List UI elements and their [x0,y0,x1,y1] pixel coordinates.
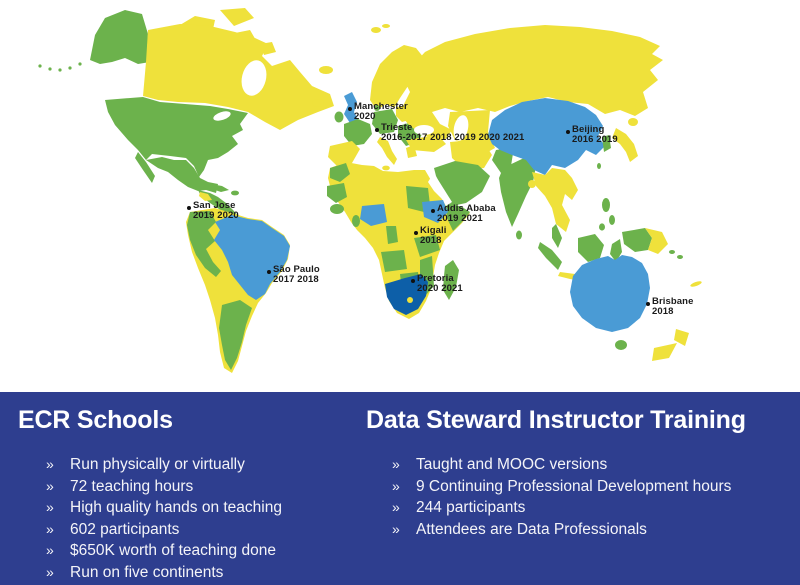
marker-years: 2018 [652,306,674,317]
list-item-text: Run physically or virtually [70,456,245,473]
list-item-text: Taught and MOOC versions [416,456,608,473]
list-item: » 72 teaching hours [46,476,366,498]
bullet-icon: » [392,456,400,472]
marker-label: San Jose 2019 2020 [193,201,239,221]
marker-label: Pretoria 2020 2021 [417,274,463,294]
marker-city: Beijing [572,124,605,135]
marker-city: Kigali [420,225,447,236]
list-item-text: 602 participants [70,520,180,538]
bullet-icon: » [392,499,400,515]
marker-dot-icon [375,128,379,132]
data-steward-title: Data Steward Instructor Training [366,406,746,434]
map-marker-beijing: Beijing 2016 2019 [566,125,618,145]
list-item: » Attendees are Data Professionals [392,519,800,541]
list-item-text: Attendees are Data Professionals [416,520,647,538]
bullet-icon: » [46,563,54,580]
data-steward-list: » Taught and MOOC versions » 9 Continuing P… [366,454,800,540]
marker-city: Manchester [354,101,408,112]
marker-years: 2018 [420,235,442,246]
marker-dot-icon [187,206,191,210]
list-item-text: 9 Continuing Professional Development ho… [416,477,732,495]
marker-label: Manchester 2020 [354,102,408,122]
map-marker-addis-ababa: Addis Ababa 2019 2021 [431,204,496,224]
marker-years: 2019 2021 [437,213,483,224]
info-panel: ECR Schools » Run physically or virtually… [0,392,800,585]
map-marker-trieste: Trieste 2016-2017 2018 2019 2020 2021 [375,123,524,143]
list-item-text: $650K worth of teaching done [70,542,276,559]
list-item: » $650K worth of teaching done [46,540,366,562]
list-item-text: 72 teaching hours [70,477,194,495]
continent-africa [327,162,470,319]
bullet-icon: » [46,520,54,537]
continent-asia [400,25,663,284]
list-item-text: High quality hands on teaching [70,499,282,516]
continent-south-america [186,208,290,373]
marker-years: 2019 2020 [193,210,239,221]
marker-dot-icon [646,302,650,306]
marker-years: 2017 2018 [273,274,319,285]
marker-years: 2016 2019 [572,134,618,145]
map-marker-s-o-paulo: São Paulo 2017 2018 [267,265,320,285]
list-item: » 244 participants [392,497,800,519]
marker-years: 2016-2017 2018 2019 2020 2021 [381,132,525,143]
marker-label: Brisbane 2018 [652,297,693,317]
ecr-schools-list: » Run physically or virtually » 72 teaching… [18,454,366,583]
marker-city: Brisbane [652,296,694,307]
continent-oceania [570,228,702,361]
marker-dot-icon [411,279,415,283]
marker-dot-icon [267,270,271,274]
marker-dot-icon [431,209,435,213]
list-item: » 9 Continuing Professional Development h… [392,476,800,498]
map-marker-brisbane: Brisbane 2018 [646,297,693,317]
marker-years: 2020 2021 [417,283,463,294]
bullet-icon: » [46,499,54,515]
marker-city: San Jose [193,200,236,211]
list-item: » Taught and MOOC versions [392,454,800,476]
bullet-icon: » [392,520,400,537]
list-item: » 602 participants [46,519,366,541]
list-item-text: 244 participants [416,499,526,516]
marker-label: Trieste 2016-2017 2018 2019 2020 2021 [381,123,524,143]
marker-label: Beijing 2016 2019 [572,125,618,145]
list-item: » High quality hands on teaching [46,497,366,519]
marker-years: 2020 [354,111,376,122]
marker-city: São Paulo [273,264,320,275]
marker-dot-icon [348,107,352,111]
data-steward-column: Data Steward Instructor Training » Taught… [366,392,800,585]
map-marker-kigali: Kigali 2018 [414,226,446,246]
list-item-text: Run on five continents [70,563,224,581]
marker-dot-icon [414,231,418,235]
map-marker-manchester: Manchester 2020 [348,102,408,122]
world-map: Manchester 2020 Trieste 2016-2017 2018 2019… [38,8,702,373]
black-sea [414,125,434,135]
bullet-icon: » [392,477,400,494]
bullet-icon: » [46,542,54,558]
marker-city: Pretoria [417,273,454,284]
caspian-sea [453,115,469,141]
marker-label: Addis Ababa 2019 2021 [437,204,496,224]
marker-city: Trieste [381,122,413,133]
list-item: » Run on five continents [46,562,366,584]
map-marker-san-jose: San Jose 2019 2020 [187,201,239,221]
ecr-schools-column: ECR Schools » Run physically or virtually… [0,392,366,585]
world-map-svg [38,8,702,373]
marker-label: Kigali 2018 [420,226,446,246]
bullet-icon: » [46,456,54,472]
marker-city: Addis Ababa [437,203,496,214]
bullet-icon: » [46,477,54,494]
list-item: » Run physically or virtually [46,454,366,476]
continent-north-america [38,8,334,224]
ecr-schools-title: ECR Schools [18,406,173,434]
marker-dot-icon [566,130,570,134]
marker-label: São Paulo 2017 2018 [273,265,320,285]
map-marker-pretoria: Pretoria 2020 2021 [411,274,463,294]
